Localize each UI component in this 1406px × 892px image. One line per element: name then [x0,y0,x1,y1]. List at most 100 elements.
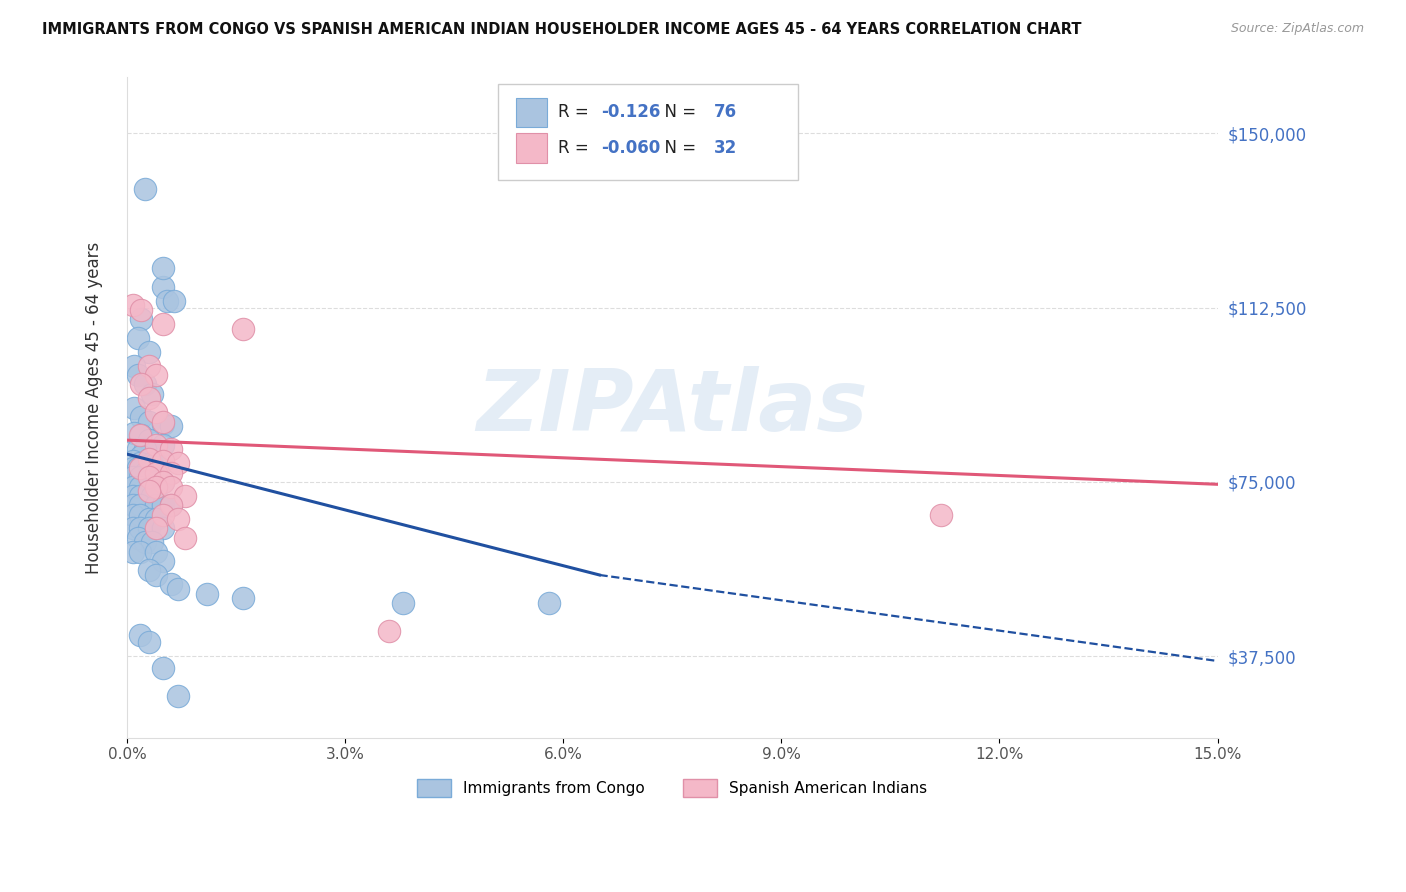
Point [141,456,163,470]
Point [141,489,163,503]
Text: R =: R = [558,103,593,121]
Point [121,461,143,475]
Point [138,484,160,499]
Point [166,689,188,703]
Point [537,596,560,610]
Point [134,535,156,549]
Point [127,531,149,545]
Point [122,359,145,373]
Point [121,454,143,468]
Point [129,489,152,503]
Point [232,321,254,335]
Point [138,563,160,577]
Point [127,368,149,382]
Point [166,456,188,470]
Point [145,545,167,559]
Point [145,568,167,582]
Point [121,470,143,484]
Point [131,377,153,392]
Point [159,498,181,512]
Point [141,535,163,549]
Point [152,261,174,276]
Point [145,498,167,512]
Point [141,386,163,401]
Point [159,466,181,480]
Point [152,454,174,468]
Point [377,624,399,638]
Point [145,456,167,470]
Point [129,461,152,475]
Point [145,405,167,419]
Point [152,317,174,331]
Point [159,577,181,591]
Point [152,417,174,431]
Point [159,419,181,434]
Point [138,466,160,480]
Point [163,293,186,308]
Point [121,545,143,559]
Point [232,591,254,606]
Point [131,302,153,317]
Text: N =: N = [654,139,702,157]
Point [129,498,152,512]
Point [138,451,160,466]
Point [138,635,160,649]
Point [138,392,160,406]
Point [129,508,152,522]
Point [138,344,160,359]
Point [152,498,174,512]
Point [145,438,167,452]
Point [127,461,149,475]
Point [159,442,181,457]
Text: -0.060: -0.060 [602,139,661,157]
Point [129,470,152,484]
Point [145,466,167,480]
Point [127,442,149,457]
Point [152,438,174,452]
Point [145,368,167,382]
Point [145,475,167,489]
Point [129,428,152,442]
Point [129,545,152,559]
FancyBboxPatch shape [516,97,547,128]
Point [138,473,160,487]
Point [929,508,952,522]
Point [121,480,143,494]
Point [138,433,160,447]
Text: 32: 32 [714,139,737,157]
Point [145,512,167,526]
Point [121,498,143,512]
Point [159,480,181,494]
Point [166,582,188,596]
Point [152,475,174,489]
Point [122,426,145,441]
Legend: Immigrants from Congo, Spanish American Indians: Immigrants from Congo, Spanish American … [411,772,934,803]
Point [129,521,152,535]
Point [138,521,160,535]
Point [195,586,218,600]
Point [392,596,415,610]
Text: R =: R = [558,139,593,157]
Point [156,293,179,308]
Point [131,409,153,424]
Point [131,450,153,464]
Point [138,415,160,429]
Point [145,521,167,535]
Text: N =: N = [654,103,702,121]
Point [127,331,149,345]
Point [152,521,174,535]
Point [134,466,156,480]
FancyBboxPatch shape [498,84,797,180]
Point [131,312,153,326]
Point [174,489,197,503]
Point [121,489,143,503]
Point [166,512,188,526]
Point [138,512,160,526]
Point [131,428,153,442]
Point [152,475,174,489]
Point [134,442,156,457]
FancyBboxPatch shape [516,133,547,163]
Point [129,628,152,642]
Point [174,531,197,545]
Point [145,480,167,494]
